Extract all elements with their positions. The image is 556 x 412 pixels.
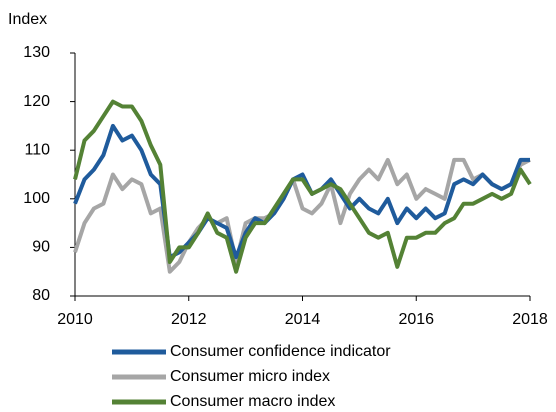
series-line: [73, 157, 531, 274]
legend-label: Consumer confidence indicator: [170, 343, 391, 360]
x-tick-label: 2010: [57, 311, 93, 328]
y-tick-label: 90: [32, 239, 50, 256]
y-tick-label: 100: [23, 190, 50, 207]
y-axis-label: Index: [8, 11, 47, 28]
y-tick-label: 120: [23, 93, 50, 110]
y-tick-label: 130: [23, 44, 50, 61]
series-line: [73, 123, 530, 260]
y-tick-label: 80: [32, 287, 50, 304]
x-tick-label: 2016: [398, 311, 434, 328]
x-tick-label: 2012: [171, 311, 207, 328]
y-tick-label: 110: [24, 141, 50, 158]
x-tick-label: 2014: [285, 311, 321, 328]
series-line: [73, 99, 532, 274]
legend-label: Consumer macro index: [170, 393, 335, 410]
x-tick-label: 2018: [512, 311, 548, 328]
legend-label: Consumer micro index: [170, 368, 330, 385]
